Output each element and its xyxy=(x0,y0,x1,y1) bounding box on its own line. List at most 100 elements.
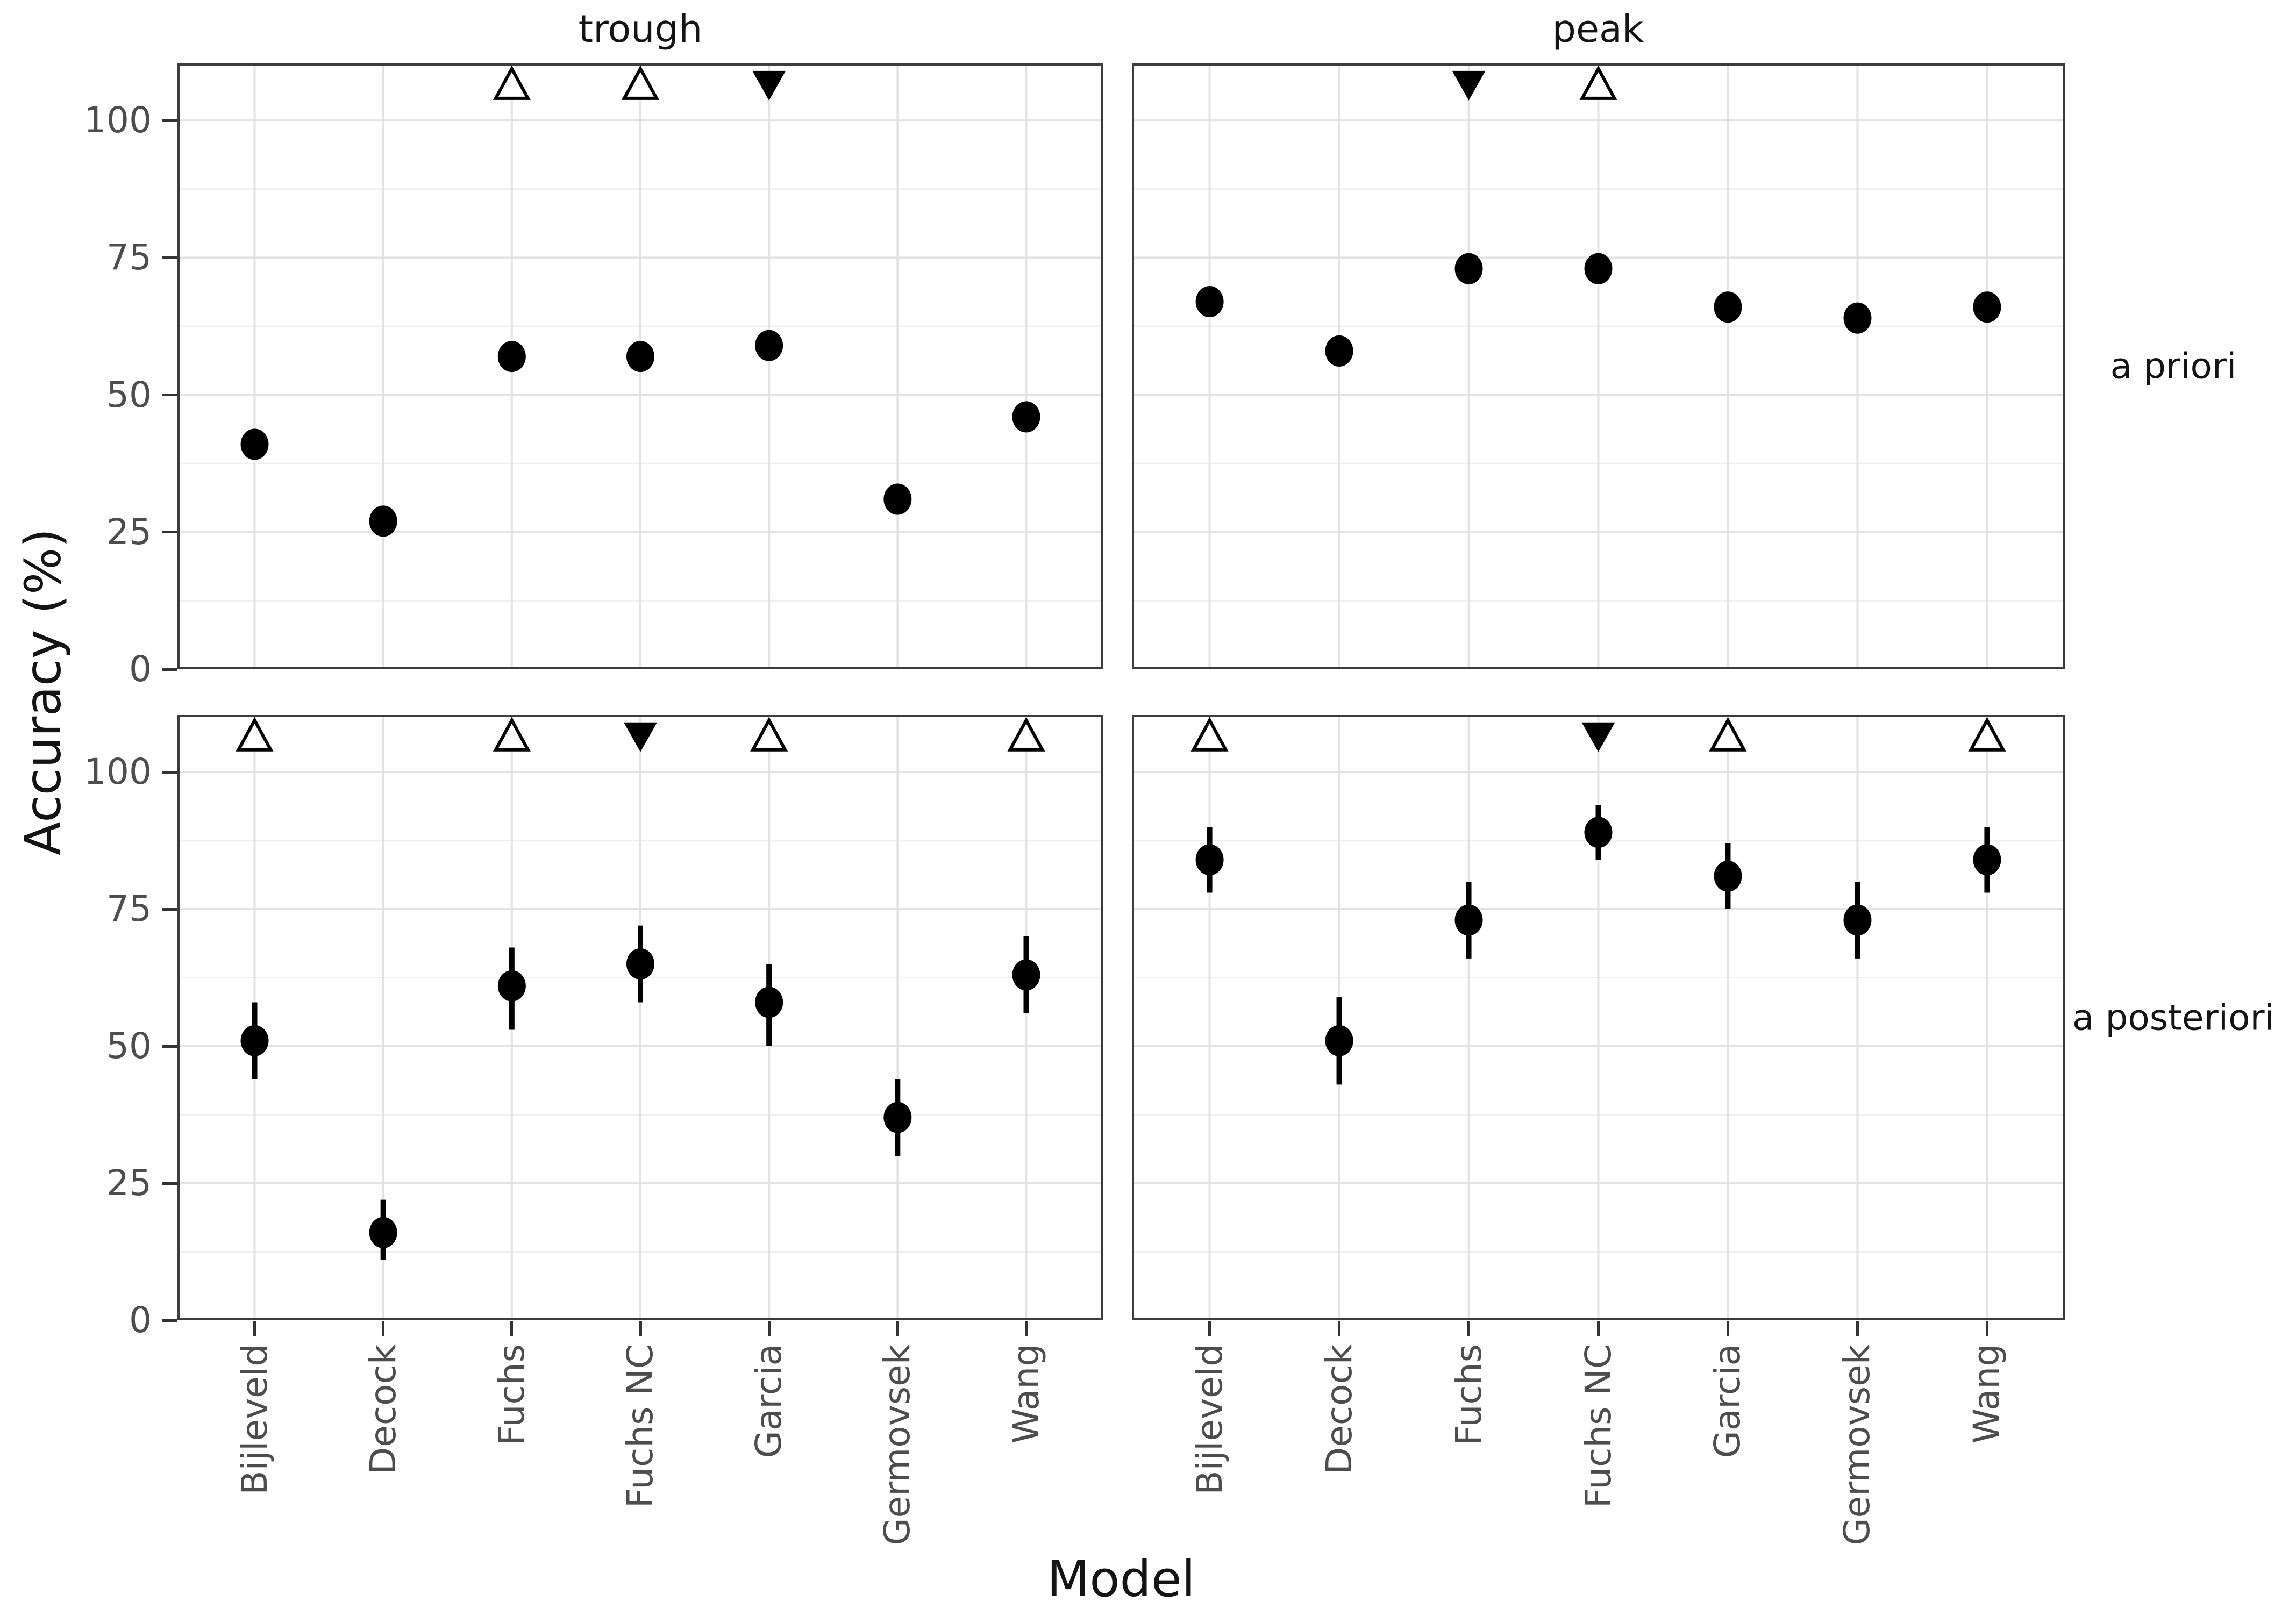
y-tick-label: 25 xyxy=(106,1162,152,1204)
y-tick-label: 0 xyxy=(129,648,152,690)
y-tick-mark xyxy=(162,907,177,911)
open-up-triangle-icon xyxy=(1968,717,2006,752)
x-tick-label-Garcia: Garcia xyxy=(1707,1344,1749,1458)
y-tick-mark xyxy=(162,1319,177,1322)
x-tick-mark xyxy=(1467,1321,1471,1336)
x-tick-mark xyxy=(1985,1321,1988,1336)
point-Wang xyxy=(1012,959,1040,991)
open-up-triangle-icon xyxy=(493,717,531,752)
y-tick-label: 25 xyxy=(106,511,152,553)
x-tick-mark xyxy=(639,1321,642,1336)
y-tick-label: 50 xyxy=(106,374,152,416)
y-axis-title: Accuracy (%) xyxy=(14,528,72,856)
x-tick-label-Fuchs: Fuchs xyxy=(490,1344,532,1446)
filled-down-triangle-icon xyxy=(1452,70,1486,101)
point-Decock xyxy=(369,505,397,537)
point-Bijleveld xyxy=(1195,844,1224,876)
point-Bijleveld xyxy=(240,428,269,460)
panel-peak-a-posteriori xyxy=(1132,715,2065,1320)
x-tick-mark xyxy=(253,1321,256,1336)
panel-trough-a-posteriori xyxy=(177,715,1103,1320)
facet-row-label-a-posteriori: a posteriori xyxy=(2072,997,2274,1039)
point-Fuchs xyxy=(1454,904,1483,936)
point-Bijleveld xyxy=(1195,286,1224,318)
point-Decock xyxy=(1325,335,1353,367)
point-Fuchs-NC xyxy=(626,341,654,373)
y-tick-label: 0 xyxy=(129,1299,152,1341)
open-up-triangle-icon xyxy=(750,717,788,752)
point-Garcia xyxy=(1714,860,1742,892)
point-Garcia xyxy=(1714,291,1742,323)
x-tick-label-Fuchs: Fuchs xyxy=(1448,1344,1489,1446)
x-tick-mark xyxy=(1208,1321,1211,1336)
y-tick-mark xyxy=(162,668,177,671)
panel-trough-a-priori xyxy=(177,63,1103,669)
x-tick-mark xyxy=(767,1321,771,1336)
open-up-triangle-icon xyxy=(1579,65,1617,100)
x-tick-label-Bijleveld: Bijleveld xyxy=(233,1344,275,1495)
point-Decock xyxy=(369,1217,397,1248)
point-Fuchs-NC xyxy=(626,948,654,980)
y-tick-label: 100 xyxy=(84,99,152,141)
x-tick-label-Fuchs-NC: Fuchs NC xyxy=(1577,1344,1619,1508)
x-tick-label-Germovsek: Germovsek xyxy=(876,1344,918,1546)
x-tick-mark xyxy=(1726,1321,1729,1336)
point-Bijleveld xyxy=(240,1025,269,1056)
x-tick-label-Germovsek: Germovsek xyxy=(1836,1344,1878,1546)
point-Fuchs xyxy=(497,341,526,373)
y-tick-label: 75 xyxy=(106,888,152,930)
y-tick-mark xyxy=(162,1182,177,1185)
panel-peak-a-priori xyxy=(1132,63,2065,669)
point-Garcia xyxy=(755,986,783,1018)
point-Fuchs-NC xyxy=(1584,817,1613,848)
open-up-triangle-icon xyxy=(1007,717,1045,752)
filled-down-triangle-icon xyxy=(752,70,786,101)
x-tick-label-Wang: Wang xyxy=(1966,1344,2008,1444)
x-tick-mark xyxy=(896,1321,899,1336)
open-up-triangle-icon xyxy=(493,65,531,100)
point-Fuchs-NC xyxy=(1584,253,1613,284)
point-Germovsek xyxy=(1843,302,1872,334)
x-tick-label-Garcia: Garcia xyxy=(748,1344,790,1458)
panel-border xyxy=(1132,715,2065,1320)
x-tick-mark xyxy=(1856,1321,1859,1336)
y-tick-mark xyxy=(162,256,177,259)
point-Decock xyxy=(1325,1025,1353,1056)
panel-border xyxy=(177,63,1103,669)
point-Germovsek xyxy=(1843,904,1872,936)
panel-border xyxy=(177,715,1103,1320)
panel-border xyxy=(1132,63,2065,669)
open-up-triangle-icon xyxy=(1709,717,1747,752)
y-tick-label: 50 xyxy=(106,1025,152,1067)
x-tick-mark xyxy=(382,1321,385,1336)
x-tick-label-Fuchs-NC: Fuchs NC xyxy=(619,1344,661,1508)
open-up-triangle-icon xyxy=(1190,717,1229,752)
x-tick-label-Decock: Decock xyxy=(362,1344,404,1475)
point-Wang xyxy=(1973,291,2001,323)
filled-down-triangle-icon xyxy=(1581,722,1615,752)
facet-column-title-peak: peak xyxy=(1552,7,1644,51)
filled-down-triangle-icon xyxy=(624,722,657,752)
point-Garcia xyxy=(755,330,783,361)
y-tick-mark xyxy=(162,119,177,122)
y-tick-mark xyxy=(162,531,177,534)
y-tick-mark xyxy=(162,1045,177,1048)
point-Fuchs xyxy=(1454,253,1483,284)
point-Wang xyxy=(1012,401,1040,433)
facet-column-title-trough: trough xyxy=(578,7,703,51)
x-tick-label-Bijleveld: Bijleveld xyxy=(1188,1344,1230,1495)
x-tick-mark xyxy=(1597,1321,1600,1336)
x-axis-title: Model xyxy=(1046,1550,1196,1608)
x-tick-mark xyxy=(510,1321,514,1336)
y-tick-mark xyxy=(162,770,177,774)
y-tick-label: 75 xyxy=(106,237,152,278)
x-tick-mark xyxy=(1025,1321,1028,1336)
x-tick-label-Wang: Wang xyxy=(1005,1344,1047,1444)
open-up-triangle-icon xyxy=(236,717,274,752)
y-tick-mark xyxy=(162,394,177,397)
open-up-triangle-icon xyxy=(621,65,660,100)
point-Germovsek xyxy=(883,1102,912,1133)
point-Germovsek xyxy=(883,483,912,515)
facet-row-label-a-priori: a priori xyxy=(2110,345,2237,387)
